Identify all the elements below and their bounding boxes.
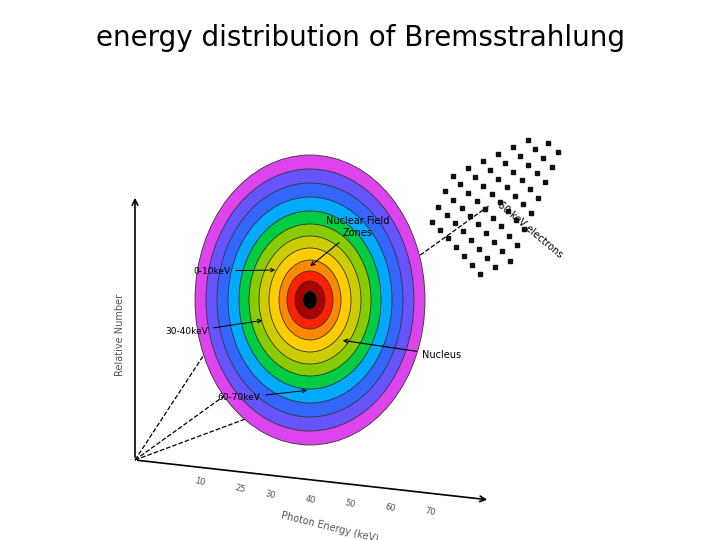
Ellipse shape <box>287 271 333 329</box>
Ellipse shape <box>279 260 341 340</box>
Ellipse shape <box>303 291 317 309</box>
Text: Nuclear Field
Zones: Nuclear Field Zones <box>311 217 390 266</box>
Text: 25: 25 <box>234 483 246 494</box>
Text: 60: 60 <box>384 502 396 514</box>
Text: 60-70keV: 60-70keV <box>217 389 306 402</box>
Text: energy distribution of Bremsstrahlung: energy distribution of Bremsstrahlung <box>96 24 624 52</box>
Text: Photon Energy (keV): Photon Energy (keV) <box>280 510 379 540</box>
Text: Relative Number: Relative Number <box>115 294 125 376</box>
Ellipse shape <box>195 155 425 445</box>
Text: 30-40keV: 30-40keV <box>166 319 261 336</box>
Text: 0-10keV: 0-10keV <box>193 267 274 275</box>
Ellipse shape <box>239 211 381 389</box>
Ellipse shape <box>295 281 325 319</box>
Text: 70: 70 <box>424 506 436 517</box>
Text: 50: 50 <box>344 498 356 509</box>
Ellipse shape <box>206 169 414 431</box>
Text: 60 keV electrons: 60 keV electrons <box>495 200 564 260</box>
Ellipse shape <box>259 236 361 364</box>
Ellipse shape <box>269 248 351 352</box>
Text: 30: 30 <box>264 489 276 500</box>
Ellipse shape <box>228 197 392 403</box>
Ellipse shape <box>217 183 403 417</box>
Text: Nucleus: Nucleus <box>344 339 461 360</box>
Ellipse shape <box>249 224 371 376</box>
Text: 10: 10 <box>194 476 206 487</box>
Text: 40: 40 <box>304 494 316 505</box>
